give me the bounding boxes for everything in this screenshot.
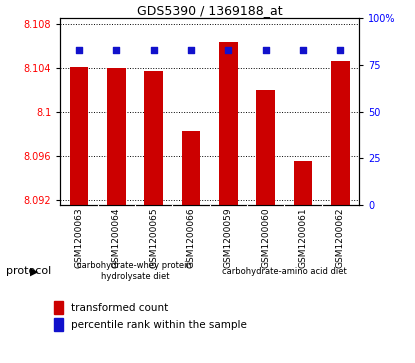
Text: transformed count: transformed count: [71, 303, 168, 313]
Point: [225, 47, 232, 53]
Point: [188, 47, 194, 53]
Text: GSM1200062: GSM1200062: [336, 207, 345, 268]
Text: GSM1200064: GSM1200064: [112, 207, 121, 268]
Text: GSM1200066: GSM1200066: [186, 207, 195, 268]
Point: [113, 47, 120, 53]
Bar: [219, 42, 237, 205]
Bar: [107, 68, 125, 205]
Bar: [144, 71, 163, 205]
Text: GSM1200061: GSM1200061: [298, 207, 308, 268]
Text: GSM1200060: GSM1200060: [261, 207, 270, 268]
Point: [76, 47, 82, 53]
Bar: [331, 61, 349, 205]
Text: GSM1200059: GSM1200059: [224, 207, 233, 268]
Bar: [181, 131, 200, 205]
Text: carbohydrate-amino acid diet: carbohydrate-amino acid diet: [222, 267, 347, 276]
Title: GDS5390 / 1369188_at: GDS5390 / 1369188_at: [137, 4, 282, 17]
Point: [262, 47, 269, 53]
Bar: [256, 90, 275, 205]
Text: protocol: protocol: [6, 266, 51, 276]
Point: [300, 47, 306, 53]
Text: carbohydrate-whey protein
hydrolysate diet: carbohydrate-whey protein hydrolysate di…: [78, 261, 192, 281]
Text: percentile rank within the sample: percentile rank within the sample: [71, 320, 247, 330]
Point: [337, 47, 344, 53]
Text: GSM1200065: GSM1200065: [149, 207, 158, 268]
Text: GSM1200063: GSM1200063: [74, 207, 83, 268]
Point: [150, 47, 157, 53]
Text: ▶: ▶: [30, 266, 38, 276]
Bar: [294, 161, 312, 205]
Bar: [69, 66, 88, 205]
